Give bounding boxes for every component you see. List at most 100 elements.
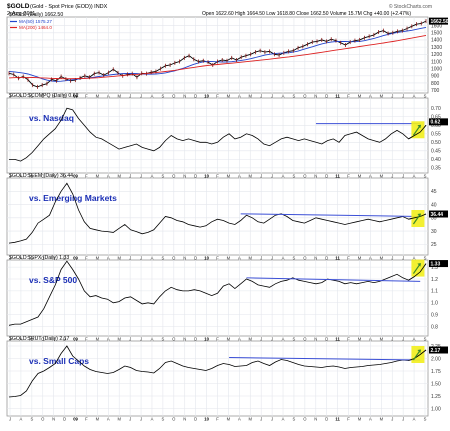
last-value-tag: 36.44 [431, 212, 444, 218]
month-tick-label: J [402, 417, 404, 422]
month-tick-label: D [63, 417, 66, 422]
panel-title: $GOLD:$RUT (Daily) 2.17 [9, 336, 70, 342]
month-tick-label: J [260, 94, 262, 99]
month-tick-label: 11 [335, 94, 340, 99]
y-tick-label: 1.25 [431, 394, 441, 400]
month-tick-label: S [293, 174, 296, 179]
month-tick-label: 09 [73, 256, 78, 261]
y-tick-label: 0.60 [431, 123, 441, 129]
month-tick-label: M [358, 417, 362, 422]
y-tick-label: 30 [431, 229, 437, 235]
month-tick-label: J [391, 256, 393, 261]
y-tick-label: 25 [431, 242, 437, 248]
month-tick-label: A [151, 337, 154, 342]
month-tick-label: A [413, 174, 416, 179]
month-tick-label: J [129, 174, 131, 179]
y-tick-label: 0.9 [431, 312, 438, 318]
legend-entry: MA(50) 1575.27 [19, 19, 52, 24]
month-tick-label: O [303, 174, 307, 179]
month-tick-label: J [129, 337, 131, 342]
chart-description: (Gold - Spot Price (EOD)) INDX [30, 4, 108, 10]
month-tick-label: F [85, 337, 88, 342]
month-tick-label: M [96, 174, 100, 179]
month-tick-label: A [151, 256, 154, 261]
breakout-arrowhead [417, 124, 421, 129]
month-tick-label: S [161, 174, 164, 179]
month-tick-label: M [249, 256, 253, 261]
month-tick-label: J [260, 337, 262, 342]
month-tick-label: N [183, 337, 186, 342]
month-tick-label: O [303, 94, 307, 99]
month-tick-label: N [183, 94, 186, 99]
month-tick-label: N [52, 417, 55, 422]
month-tick-label: A [282, 94, 285, 99]
month-tick-label: M [227, 337, 231, 342]
y-tick-label: 40 [431, 202, 437, 208]
y-tick-label: 1500 [431, 31, 442, 37]
month-tick-label: D [194, 174, 197, 179]
panel-label: vs. Small Caps [29, 356, 89, 366]
month-tick-label: J [140, 417, 142, 422]
month-tick-label: M [227, 256, 231, 261]
month-tick-label: D [63, 174, 66, 179]
month-tick-label: A [151, 417, 154, 422]
y-tick-label: 1.1 [431, 289, 438, 295]
y-tick-label: 1.75 [431, 369, 441, 375]
month-tick-label: O [41, 417, 45, 422]
month-tick-label: J [129, 256, 131, 261]
chart-symbol-title: $GOLD [7, 3, 30, 10]
panel-title: $GOLD:$SPX (Daily) 1.33 [9, 255, 69, 261]
month-tick-label: N [52, 256, 55, 261]
month-tick-label: 11 [335, 337, 340, 342]
month-tick-label: M [358, 94, 362, 99]
month-tick-label: 11 [335, 256, 340, 261]
y-tick-label: 900 [431, 74, 440, 80]
panel-title: $GOLD:$COMPQ (Daily) 0.62 [9, 93, 79, 99]
month-tick-label: 10 [204, 417, 209, 422]
y-tick-label: 1600 [431, 23, 442, 29]
month-tick-label: F [216, 417, 219, 422]
month-tick-label: S [293, 417, 296, 422]
month-tick-label: J [391, 337, 393, 342]
month-tick-label: S [30, 417, 33, 422]
month-tick-label: F [85, 417, 88, 422]
month-tick-label: S [30, 94, 33, 99]
y-tick-label: 0.50 [431, 140, 441, 146]
month-tick-label: F [347, 94, 350, 99]
month-tick-label: O [41, 256, 45, 261]
month-tick-label: F [216, 337, 219, 342]
breakout-arrowhead [417, 213, 421, 218]
month-tick-label: N [183, 174, 186, 179]
last-value-box [429, 118, 448, 126]
month-tick-label: M [249, 337, 253, 342]
ratio-line-end [408, 349, 427, 361]
month-tick-label: 09 [73, 417, 78, 422]
month-tick-label: N [52, 174, 55, 179]
month-tick-label: S [161, 417, 164, 422]
month-tick-label: S [161, 94, 164, 99]
month-tick-label: N [314, 174, 317, 179]
month-tick-label: D [325, 174, 328, 179]
legend-entry: MA(200) 1464.0 [19, 25, 52, 30]
month-tick-label: M [380, 417, 384, 422]
last-value-box [429, 210, 448, 218]
panel-title: $GOLD (Daily) 1662.50 [9, 12, 63, 18]
y-tick-label: 1400 [431, 38, 442, 44]
month-tick-label: J [402, 174, 404, 179]
y-tick-label: 1.50 [431, 381, 441, 387]
month-tick-label: J [9, 337, 11, 342]
month-tick-label: M [380, 174, 384, 179]
panel-label: vs. Emerging Markets [29, 193, 117, 203]
month-tick-label: N [314, 417, 317, 422]
month-tick-label: O [41, 174, 45, 179]
y-tick-label: 45 [431, 189, 437, 195]
month-tick-label: D [325, 94, 328, 99]
month-tick-label: J [271, 417, 273, 422]
month-tick-label: J [9, 174, 11, 179]
y-tick-label: 1100 [431, 59, 442, 65]
month-tick-label: A [282, 337, 285, 342]
month-tick-label: J [260, 174, 262, 179]
chart-ohlc: Open 1622.60 High 1664.50 Low 1618.80 Cl… [202, 11, 411, 17]
series-line [8, 34, 427, 80]
month-tick-label: F [347, 256, 350, 261]
